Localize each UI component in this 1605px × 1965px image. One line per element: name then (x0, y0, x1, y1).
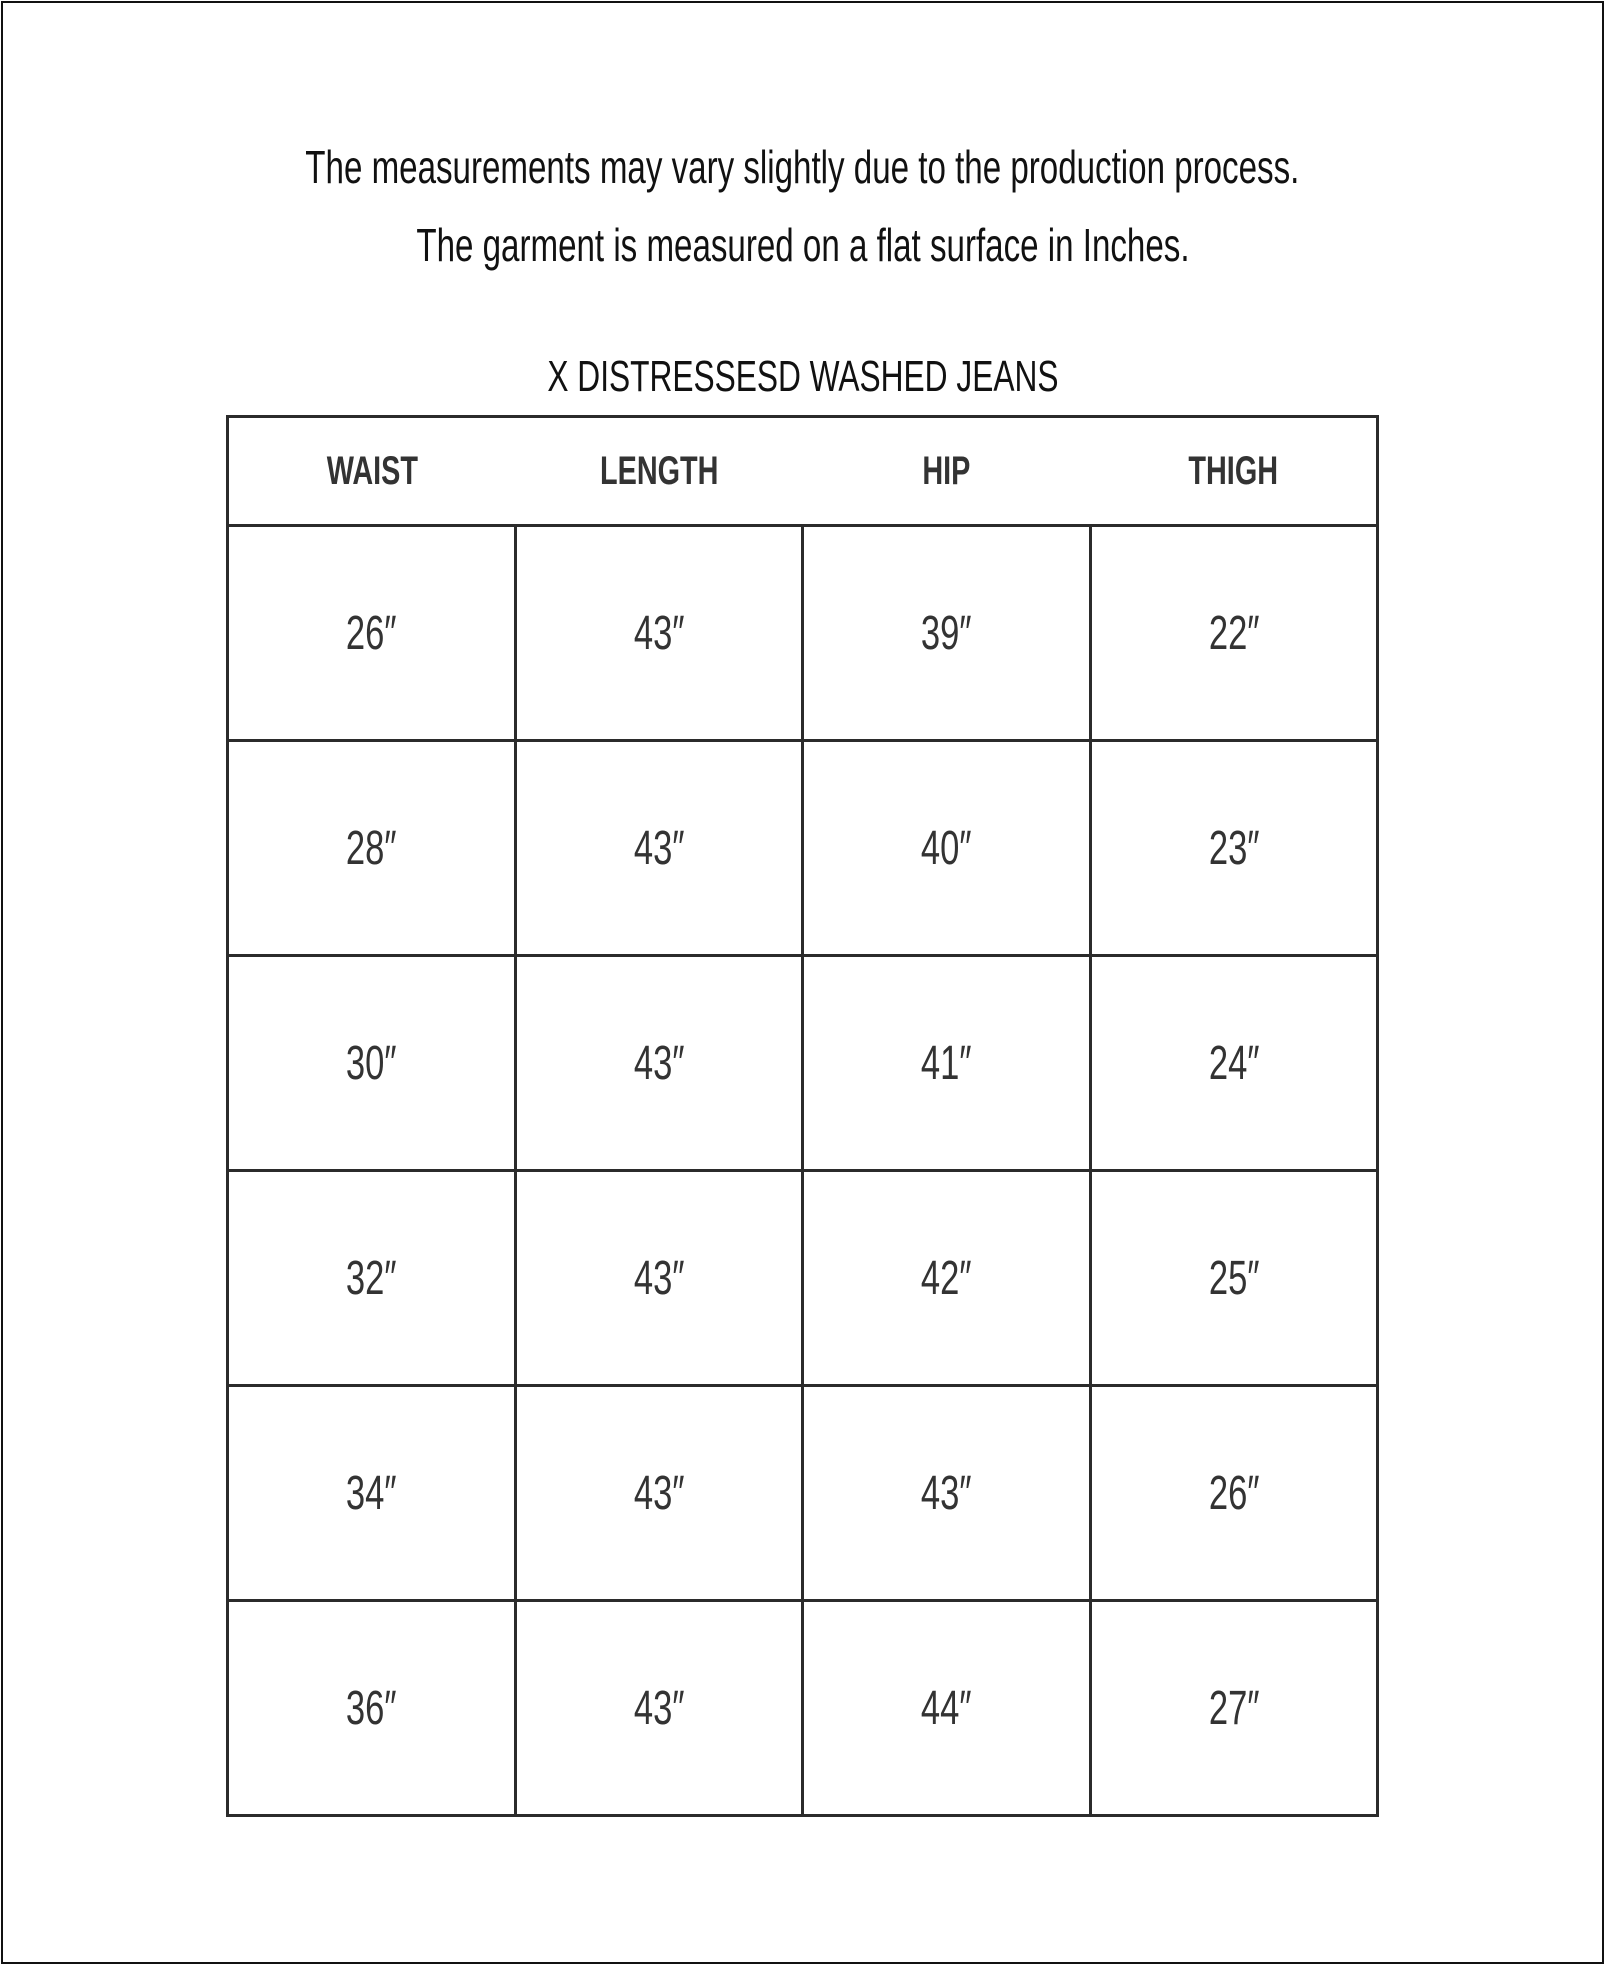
cell-waist: 30″ (226, 954, 517, 1172)
cell-thigh: 22″ (1088, 524, 1379, 742)
cell-waist: 34″ (226, 1384, 517, 1602)
table-title: X DISTRESSESD WASHED JEANS (546, 352, 1059, 401)
cell-length: 43″ (513, 739, 804, 957)
cell-length: 43″ (513, 1169, 804, 1387)
cell-hip: 44″ (801, 1599, 1092, 1817)
cell-length: 43″ (513, 954, 804, 1172)
cell-waist: 32″ (226, 1169, 517, 1387)
cell-thigh: 24″ (1088, 954, 1379, 1172)
cell-waist: 26″ (226, 524, 517, 742)
table-row: 36″ 43″ 44″ 27″ (226, 1599, 1379, 1817)
cell-waist: 36″ (226, 1599, 517, 1817)
table-row: 28″ 43″ 40″ 23″ (226, 739, 1379, 957)
table-row: 30″ 43″ 41″ 24″ (226, 954, 1379, 1172)
table-row: 32″ 43″ 42″ 25″ (226, 1169, 1379, 1387)
cell-hip: 39″ (801, 524, 1092, 742)
cell-length: 43″ (513, 1599, 804, 1817)
cell-thigh: 26″ (1088, 1384, 1379, 1602)
table-row: 34″ 43″ 43″ 26″ (226, 1384, 1379, 1602)
column-header-waist: WAIST (226, 415, 515, 527)
cell-hip: 40″ (801, 739, 1092, 957)
column-header-thigh: THIGH (1090, 415, 1379, 527)
column-header-length: LENGTH (515, 415, 803, 527)
table-header-row: WAIST LENGTH HIP THIGH (226, 415, 1379, 527)
cell-thigh: 23″ (1088, 739, 1379, 957)
cell-thigh: 27″ (1088, 1599, 1379, 1817)
cell-thigh: 25″ (1088, 1169, 1379, 1387)
cell-hip: 41″ (801, 954, 1092, 1172)
column-header-hip: HIP (802, 415, 1090, 527)
table-row: 26″ 43″ 39″ 22″ (226, 524, 1379, 742)
cell-length: 43″ (513, 1384, 804, 1602)
cell-hip: 43″ (801, 1384, 1092, 1602)
note-measurement-method: The garment is measured on a flat surfac… (415, 219, 1190, 271)
cell-hip: 42″ (801, 1169, 1092, 1387)
note-production-variance: The measurements may vary slightly due t… (305, 141, 1300, 193)
cell-length: 43″ (513, 524, 804, 742)
size-chart-table: WAIST LENGTH HIP THIGH 26″ 43″ 39″ 22″ 28″ 43″ 40… (226, 415, 1379, 1817)
cell-waist: 28″ (226, 739, 517, 957)
